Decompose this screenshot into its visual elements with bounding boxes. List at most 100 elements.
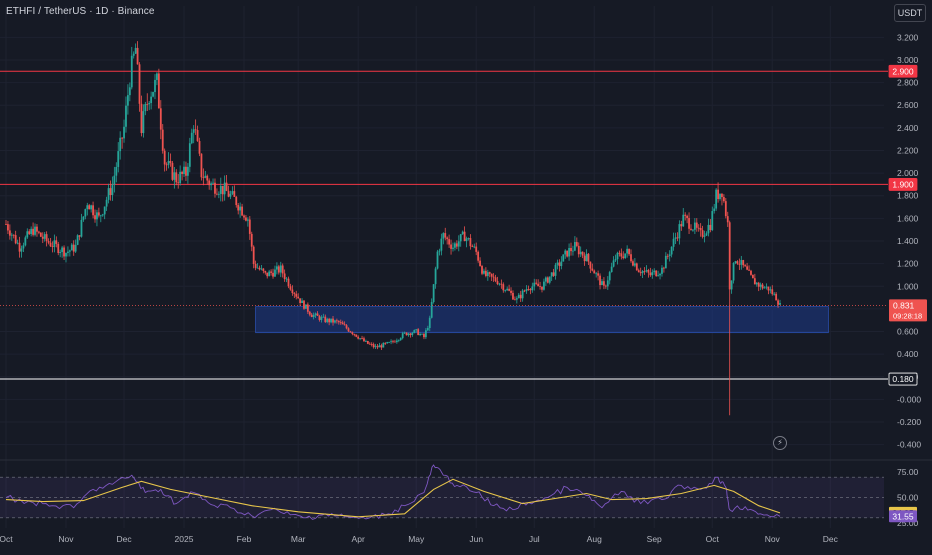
x-tick-label: May — [408, 534, 425, 544]
candle-body — [347, 328, 350, 332]
candle-body — [626, 248, 629, 254]
candle-body — [601, 281, 603, 286]
demand-zone — [255, 306, 829, 334]
candle-body — [310, 314, 313, 318]
candle-body — [479, 260, 481, 267]
x-tick-label: Feb — [237, 534, 252, 544]
candle-body — [359, 338, 362, 340]
y-tick-label: 2.400 — [897, 123, 919, 133]
candle-body — [566, 250, 569, 257]
candle-body — [165, 164, 168, 166]
y-tick-label: 1.200 — [897, 259, 919, 269]
candle-body — [214, 182, 216, 194]
candle-body — [225, 182, 228, 191]
candle-body — [395, 340, 398, 343]
candle-body — [22, 245, 25, 249]
candle-body — [272, 272, 274, 277]
candle-body — [577, 245, 580, 255]
candle-body — [721, 193, 723, 198]
candle-body — [779, 302, 781, 305]
candle-body — [335, 320, 338, 322]
candle-body — [65, 252, 67, 257]
candle-body — [217, 193, 220, 195]
candle-body — [664, 255, 667, 269]
candle-body — [57, 243, 60, 253]
candle-body — [417, 329, 420, 336]
candle-body — [18, 242, 21, 252]
candle-body — [16, 242, 19, 244]
lightning-icon[interactable]: ⚡ — [773, 436, 787, 450]
candle-body — [651, 272, 654, 276]
x-tick-label: Nov — [58, 534, 74, 544]
candle-body — [457, 241, 460, 247]
candle-body — [680, 224, 683, 227]
y-tick-label: 1.600 — [897, 213, 919, 223]
candle-body — [539, 286, 541, 287]
candle-body — [152, 92, 154, 97]
candle-body — [210, 183, 213, 186]
candle-body — [270, 271, 272, 273]
x-tick-label: Apr — [352, 534, 365, 544]
candle-body — [744, 265, 747, 267]
candle-body — [159, 108, 162, 130]
candle-body — [80, 219, 83, 237]
candle-body — [572, 250, 574, 252]
candle-body — [552, 272, 555, 276]
candle-body — [107, 188, 110, 200]
candle-body — [351, 332, 354, 334]
y-tick-label: 1.800 — [897, 191, 919, 201]
candle-body — [291, 289, 294, 294]
candle-body — [550, 272, 553, 277]
candle-body — [314, 313, 317, 315]
candle-body — [97, 212, 100, 216]
candle-body — [403, 332, 406, 334]
candle-body — [76, 235, 79, 245]
candle-body — [186, 166, 189, 176]
candle-body — [635, 263, 638, 271]
x-tick-label: Jun — [469, 534, 483, 544]
candle-body — [690, 228, 692, 230]
candle-body — [682, 214, 685, 227]
candle-body — [306, 304, 309, 312]
candle-body — [637, 270, 640, 273]
candle-body — [670, 246, 673, 255]
candle-body — [328, 318, 331, 323]
candle-body — [488, 272, 491, 274]
candle-body — [117, 151, 120, 167]
candles-group — [5, 41, 781, 416]
candle-body — [84, 209, 87, 217]
candle-body — [767, 286, 770, 291]
candle-body — [303, 300, 305, 309]
candle-body — [82, 216, 85, 220]
currency-button[interactable]: USDT — [894, 4, 926, 22]
candle-body — [661, 267, 663, 274]
candle-body — [287, 278, 290, 287]
candle-body — [672, 238, 675, 247]
candle-body — [103, 206, 106, 215]
candle-body — [630, 254, 632, 262]
candle-body — [326, 318, 329, 323]
candle-body — [349, 331, 352, 333]
candle-body — [248, 219, 251, 234]
candle-body — [208, 180, 211, 186]
candle-body — [299, 298, 302, 304]
candle-body — [502, 284, 505, 291]
candle-body — [639, 272, 642, 274]
candle-body — [70, 244, 73, 251]
candle-body — [173, 172, 176, 180]
candle-body — [515, 298, 518, 300]
candle-body — [724, 201, 727, 217]
candle-body — [382, 342, 385, 348]
candle-body — [34, 226, 36, 235]
candle-body — [8, 230, 11, 236]
candle-body — [711, 211, 714, 231]
y-tick-label: -0.400 — [897, 440, 921, 450]
candle-body — [246, 219, 249, 221]
rsi-tick-label: 50.00 — [897, 493, 919, 503]
candle-body — [405, 332, 408, 336]
candle-body — [674, 237, 677, 239]
rsi-value-badge — [889, 510, 917, 523]
candle-body — [777, 300, 779, 305]
